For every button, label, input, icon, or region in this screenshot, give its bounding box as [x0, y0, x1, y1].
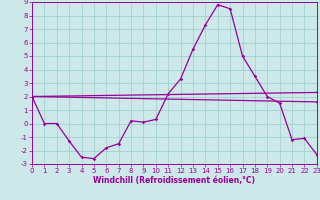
X-axis label: Windchill (Refroidissement éolien,°C): Windchill (Refroidissement éolien,°C): [93, 176, 255, 185]
